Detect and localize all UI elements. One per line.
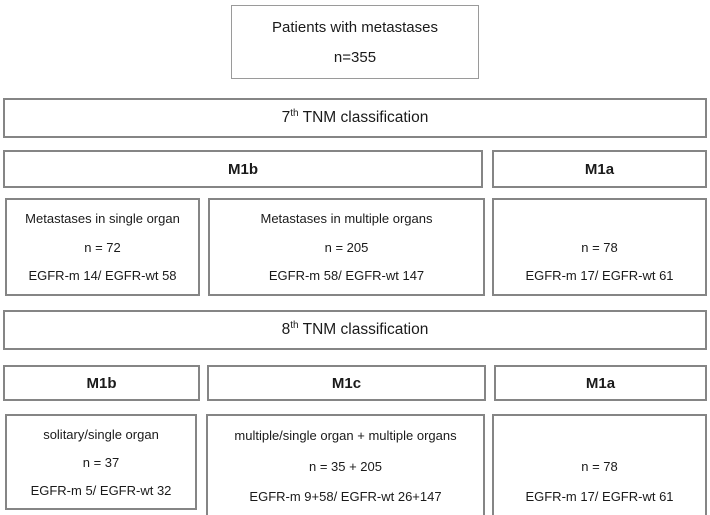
category-label-8th-m1c: M1c [331,374,362,392]
section-header-8th-sup: th [290,319,299,331]
detail-egfr: EGFR-m 14/ EGFR-wt 58 [28,268,177,284]
category-box-7th-m1b: M1b [3,150,483,188]
detail-count: n = 37 [82,454,120,470]
detail-box-8th-m1c: multiple/single organ + multiple organs … [206,414,485,515]
detail-title [496,204,703,233]
detail-egfr: EGFR-m 58/ EGFR-wt 147 [268,268,425,284]
section-header-7th-num: 7 [281,109,291,126]
detail-box-8th-m1b: solitary/single organ n = 37 EGFR-m 5/ E… [5,414,197,510]
detail-box-7th-single-organ: Metastases in single organ n = 72 EGFR-m… [5,198,200,296]
detail-title: solitary/single organ [43,426,159,442]
category-label-8th-m1a: M1a [585,374,616,392]
detail-title: Metastases in multiple organs [260,210,433,226]
category-box-8th-m1b: M1b [3,365,200,401]
detail-count: n = 205 [324,239,369,255]
detail-title: multiple/single organ + multiple organs [234,427,457,443]
detail-title [496,420,703,451]
section-header-7th-rest: TNM classification [298,109,429,126]
section-header-7th-tnm: 7th TNM classification [3,98,707,138]
detail-title: Metastases in single organ [25,210,180,226]
detail-box-7th-m1a: n = 78 EGFR-m 17/ EGFR-wt 61 [492,198,707,296]
category-label-8th-m1b: M1b [86,374,117,392]
section-header-7th-sup: th [290,107,299,119]
root-box-count: n=355 [333,48,377,66]
detail-box-8th-m1a: n = 78 EGFR-m 17/ EGFR-wt 61 [492,414,707,515]
detail-count: n = 78 [581,239,618,255]
category-box-8th-m1c: M1c [207,365,486,401]
section-header-7th-text: 7th TNM classification [281,107,429,127]
detail-count: n = 35 + 205 [308,458,382,474]
detail-egfr: EGFR-m 9+58/ EGFR-wt 26+147 [249,489,442,505]
category-box-8th-m1a: M1a [494,365,707,401]
section-header-8th-tnm: 8th TNM classification [3,310,707,350]
detail-count: n = 78 [581,458,618,474]
detail-box-7th-multiple-organs: Metastases in multiple organs n = 205 EG… [208,198,485,296]
detail-egfr: EGFR-m 17/ EGFR-wt 61 [525,268,674,284]
category-label-7th-m1b: M1b [228,160,258,178]
detail-egfr: EGFR-m 5/ EGFR-wt 32 [30,482,172,498]
detail-egfr: EGFR-m 17/ EGFR-wt 61 [525,489,674,505]
section-header-8th-rest: TNM classification [298,321,429,338]
section-header-8th-text: 8th TNM classification [281,319,429,339]
detail-count: n = 72 [84,239,121,255]
category-box-7th-m1a: M1a [492,150,707,188]
root-box-title: Patients with metastases [272,18,438,36]
category-label-7th-m1a: M1a [584,160,615,178]
root-box-patients-with-metastases: Patients with metastases n=355 [231,5,479,79]
section-header-8th-num: 8 [281,321,291,338]
